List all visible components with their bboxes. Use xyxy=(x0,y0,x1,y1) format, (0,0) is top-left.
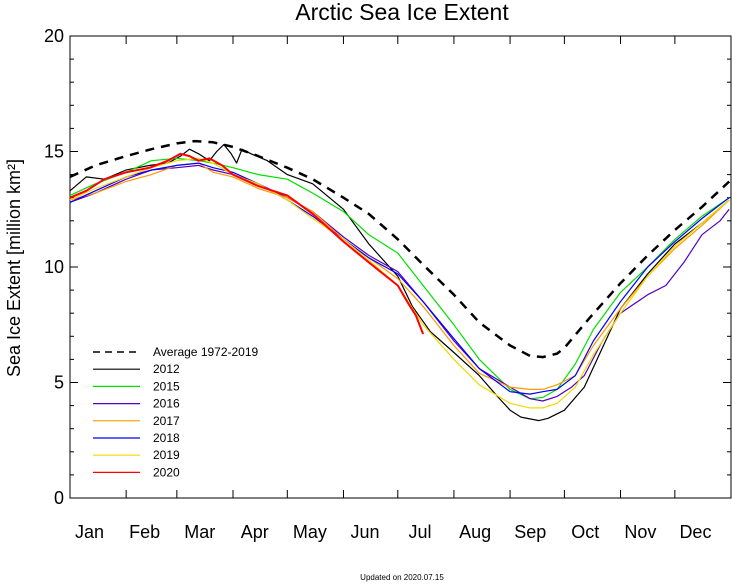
legend-label: 2012 xyxy=(153,362,180,376)
series-line-2016 xyxy=(69,164,730,402)
x-tick-label: Jun xyxy=(350,522,379,542)
series-lines xyxy=(69,139,731,422)
y-tick-label: 20 xyxy=(44,26,64,46)
x-tick-label: May xyxy=(293,522,327,542)
legend-label: 2018 xyxy=(153,431,180,445)
updated-timestamp: Updated on 2020.07.15 xyxy=(360,573,444,582)
y-axis-ticks: 0 5 10 15 20 xyxy=(44,26,731,508)
legend-label: 2015 xyxy=(153,379,180,393)
legend-label: 2019 xyxy=(153,448,180,462)
chart-legend: Average 1972-2019 2012 2015 2016 2017 2018 201… xyxy=(93,345,259,479)
legend-label: 2017 xyxy=(153,414,180,428)
legend-label: Average 1972-2019 xyxy=(153,345,259,359)
series-line-average-1972-2019 xyxy=(69,139,731,359)
x-tick-label: Aug xyxy=(459,522,491,542)
y-tick-label: 5 xyxy=(54,373,64,393)
y-tick-label: 15 xyxy=(44,142,64,162)
legend-label: 2020 xyxy=(153,465,180,479)
y-tick-label: 0 xyxy=(54,488,64,508)
x-axis-ticks: Jan Feb Mar Apr May Jun Jul Aug Sep Oct Nov Dec xyxy=(75,36,711,542)
x-tick-label: Apr xyxy=(241,522,269,542)
x-tick-label: Mar xyxy=(184,522,215,542)
x-tick-label: Oct xyxy=(571,522,599,542)
legend-label: 2016 xyxy=(153,397,180,411)
y-tick-label: 10 xyxy=(44,257,64,277)
series-line-2018 xyxy=(69,162,730,395)
y-axis-label: Sea Ice Extent [million km²] xyxy=(4,159,24,377)
x-tick-label: Jan xyxy=(75,522,104,542)
x-tick-label: Sep xyxy=(514,522,546,542)
x-tick-label: Nov xyxy=(624,522,656,542)
series-line-2020 xyxy=(69,152,425,335)
x-tick-label: Dec xyxy=(679,522,711,542)
x-tick-label: Jul xyxy=(409,522,432,542)
plot-frame xyxy=(69,35,732,499)
x-tick-label: Feb xyxy=(129,522,160,542)
chart-title: Arctic Sea Ice Extent xyxy=(295,0,509,25)
